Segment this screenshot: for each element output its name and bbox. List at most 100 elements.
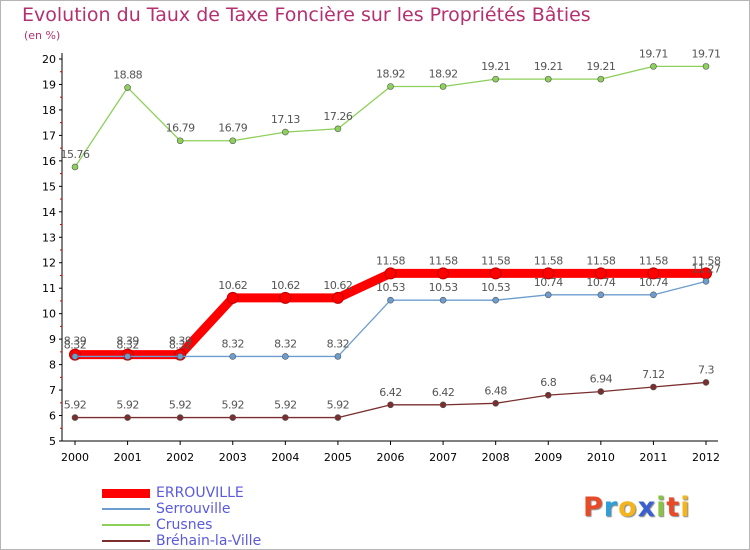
logo-letter: t [666, 492, 681, 523]
data-point [176, 137, 184, 145]
data-point [702, 63, 710, 70]
logo-letter: P [583, 492, 604, 523]
y-tick-label: 11 [42, 282, 56, 295]
data-label: 7.3 [698, 363, 714, 376]
data-point [124, 414, 131, 421]
data-label: 8.32 [169, 338, 192, 351]
y-tick-label: 15 [42, 180, 56, 193]
x-tick-label: 2010 [587, 451, 615, 464]
legend-label: Crusnes [156, 517, 213, 533]
chart-subtitle: (en %) [24, 29, 61, 42]
data-label: 10.53 [481, 281, 510, 294]
data-label: 19.71 [639, 47, 668, 60]
data-point [387, 83, 394, 90]
legend-label: Serrouville [156, 501, 231, 517]
legend-swatch [102, 508, 150, 510]
data-label: 5.92 [169, 399, 192, 412]
legend-label: Bréhain-la-Ville [156, 533, 262, 549]
data-point [124, 84, 131, 91]
data-label: 18.88 [113, 69, 142, 82]
x-tick-label: 2004 [271, 451, 299, 464]
y-tick-label: 20 [42, 53, 56, 66]
data-label: 18.92 [429, 68, 458, 81]
legend-label: ERROUVILLE [156, 485, 244, 501]
y-tick-label: 17 [42, 129, 56, 142]
x-tick-label: 2002 [166, 451, 194, 464]
y-tick-label: 13 [42, 231, 56, 244]
series-line-2 [74, 65, 706, 168]
data-label: 11.58 [692, 254, 721, 267]
data-point [387, 296, 394, 304]
data-label: 6.42 [432, 386, 455, 399]
data-label: 16.79 [218, 122, 247, 135]
data-label: 18.92 [376, 68, 405, 81]
legend-item: ERROUVILLE [102, 485, 261, 501]
x-tick-label: 2008 [482, 451, 510, 464]
logo-letter: r [603, 492, 619, 523]
y-tick-label: 16 [42, 155, 56, 168]
x-tick-label: 2011 [639, 451, 667, 464]
data-point [282, 128, 289, 136]
legend-swatch [102, 488, 150, 498]
data-label: 5.92 [274, 399, 297, 412]
data-label: 10.62 [271, 279, 300, 292]
data-point [439, 401, 447, 409]
data-point [384, 267, 397, 280]
data-point [489, 267, 502, 280]
data-point [597, 388, 605, 395]
proxiti-logo: Proxiti [583, 492, 691, 523]
data-point [542, 267, 555, 280]
data-label: 10.53 [376, 281, 405, 294]
data-point [71, 414, 79, 421]
data-label: 6.42 [379, 386, 402, 399]
data-point [71, 353, 79, 360]
data-label: 11.58 [376, 254, 405, 267]
y-tick-label: 6 [49, 410, 56, 423]
data-point [229, 353, 237, 360]
y-tick-label: 7 [49, 384, 56, 397]
logo-letter: i [680, 492, 691, 523]
x-tick-label: 2009 [534, 451, 562, 464]
logo-letter: i [656, 492, 667, 523]
y-tick-label: 19 [42, 78, 56, 91]
data-label: 19.21 [586, 60, 615, 73]
y-tick-label: 14 [42, 206, 56, 219]
data-point [334, 125, 342, 133]
data-label: 6.48 [484, 384, 507, 397]
data-label: 15.76 [61, 148, 90, 161]
y-tick-label: 8 [49, 359, 56, 372]
data-point [544, 75, 552, 83]
legend-swatch [102, 540, 150, 542]
data-label: 8.32 [222, 337, 245, 350]
data-point [176, 414, 184, 421]
chart-title: Evolution du Taux de Taxe Foncière sur l… [22, 4, 591, 26]
data-point [650, 291, 657, 299]
x-tick-label: 2000 [61, 451, 89, 464]
data-label: 10.74 [586, 276, 615, 289]
y-tick-label: 5 [49, 435, 56, 448]
data-label: 6.8 [540, 376, 556, 389]
data-point [439, 296, 447, 304]
data-label: 5.92 [116, 399, 139, 412]
logo-letter: o [618, 492, 638, 523]
data-point [439, 83, 447, 90]
data-label: 19.71 [692, 47, 721, 60]
legend: ERROUVILLE Serrouville Crusnes Bréhain-la-V… [102, 485, 261, 549]
data-label: 7.12 [642, 368, 665, 381]
data-point [597, 291, 605, 299]
x-tick-label: 2012 [692, 451, 720, 464]
data-point [594, 267, 607, 280]
data-label: 10.74 [534, 276, 563, 289]
data-label: 8.32 [116, 338, 139, 351]
data-label: 11.58 [639, 254, 668, 267]
y-tick-label: 9 [49, 333, 56, 346]
data-label: 10.74 [639, 276, 668, 289]
legend-swatch [102, 524, 150, 526]
data-label: 10.62 [323, 279, 352, 292]
data-label: 11.58 [481, 254, 510, 267]
data-label: 8.39 [64, 335, 87, 348]
legend-item: Crusnes [102, 517, 261, 533]
data-point [229, 414, 237, 421]
data-point [229, 137, 237, 145]
data-point [544, 391, 552, 399]
